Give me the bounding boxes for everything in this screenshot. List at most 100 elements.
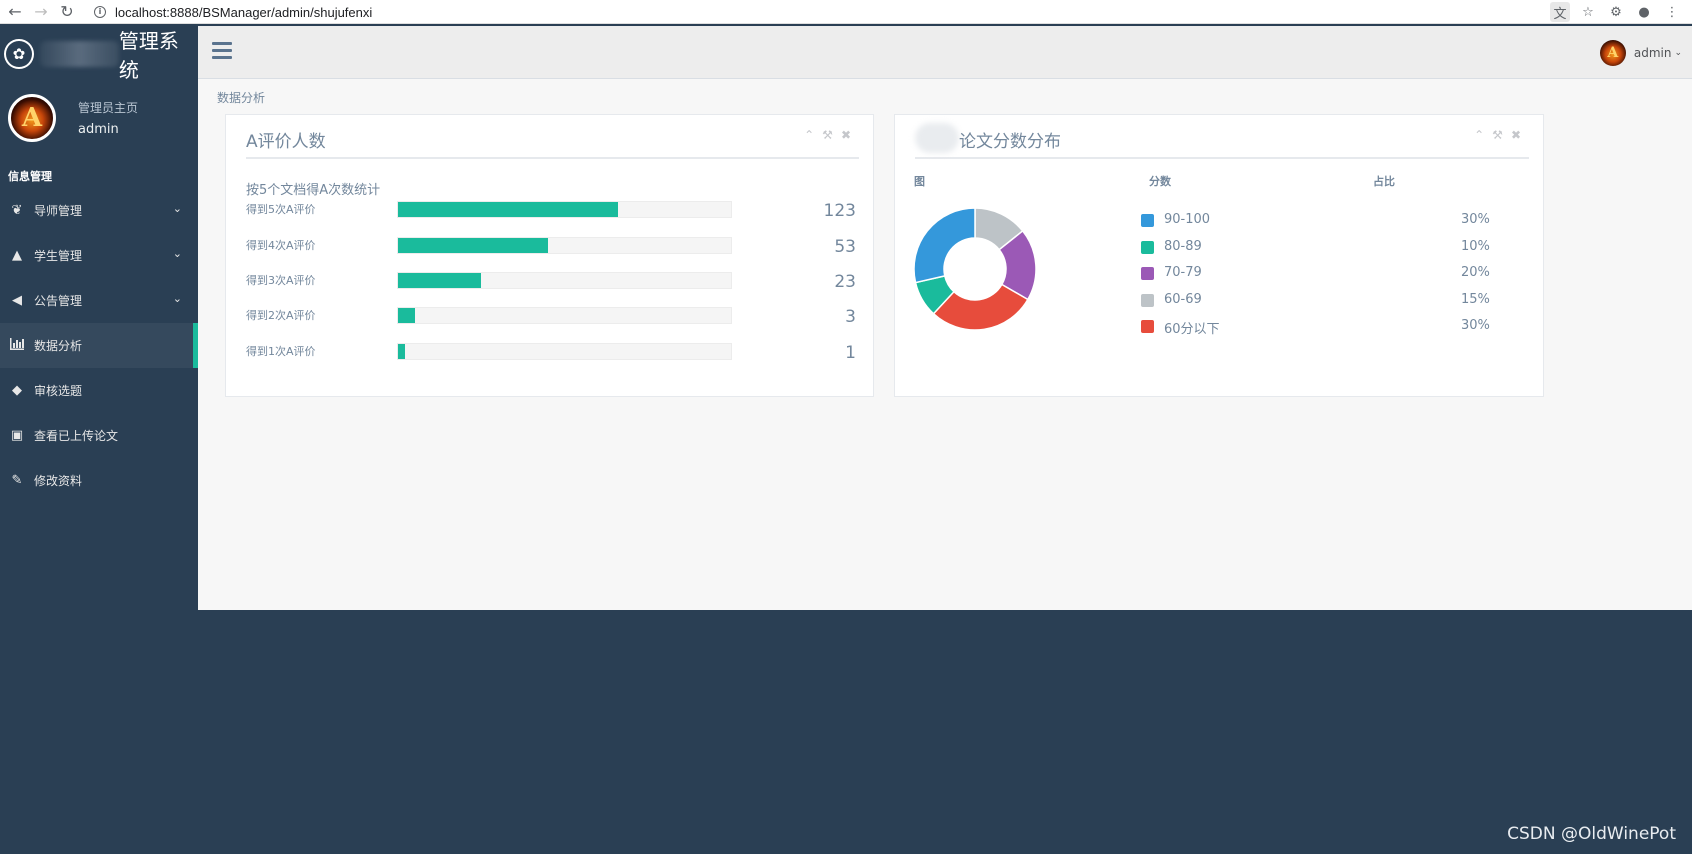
profile-block: A 管理员主页 admin	[0, 82, 198, 154]
progress-fill	[398, 202, 618, 217]
donut-slice-90-100	[913, 207, 976, 284]
watermark: CSDN @OldWinePot	[1507, 824, 1676, 844]
collapse-icon[interactable]: ⌃	[804, 128, 815, 142]
sidebar-item-label: 公告管理	[34, 294, 83, 308]
back-icon[interactable]: ←	[8, 2, 22, 21]
breadcrumb: 数据分析	[217, 91, 266, 105]
profile-icon[interactable]: ●	[1638, 4, 1650, 20]
collapse-icon[interactable]: ⌃	[1474, 128, 1485, 142]
forward-icon[interactable]: →	[34, 2, 48, 21]
legend-label: 90-100	[1164, 212, 1211, 227]
graduation-cap-icon: ▲	[12, 248, 22, 263]
sidebar-item-label: 数据分析	[34, 339, 83, 353]
bar-row: 得到2次A评价 3	[246, 305, 856, 327]
bar-row: 得到4次A评价 53	[246, 235, 856, 257]
brand[interactable]: ✿ 管理系统	[0, 26, 198, 82]
sidebar-item-papers[interactable]: ▣ 查看已上传论文	[0, 413, 198, 458]
sidebar-item-label: 审核选题	[34, 384, 83, 398]
legend-label: 60分以下	[1164, 322, 1220, 337]
extensions-icon[interactable]: ⚙	[1610, 4, 1622, 20]
folder-open-icon: ▣	[10, 428, 24, 443]
site-info-icon[interactable]: i	[94, 6, 106, 18]
legend-row: 60分以下 30%	[1141, 317, 1501, 337]
close-icon[interactable]: ✖	[1510, 128, 1521, 142]
bar-row: 得到1次A评价 1	[246, 341, 856, 363]
blurred-brand-text	[39, 41, 119, 67]
user-menu[interactable]: A admin ⌄	[1599, 40, 1682, 66]
chevron-down-icon: ⌄	[172, 202, 182, 215]
legend-swatch	[1141, 267, 1154, 280]
wrench-icon[interactable]: ⚒	[1492, 128, 1503, 142]
legend-percent: 30%	[1461, 318, 1490, 333]
panel-b-score-distribution: 论文分数分布 ⌃ ⚒ ✖ 图 分数 占比 90-100 30% 80-89 10% 70…	[894, 114, 1544, 397]
progress-track	[397, 307, 732, 324]
translate-icon[interactable]: 文	[1550, 2, 1570, 22]
user-name: admin	[1633, 46, 1672, 60]
legend-swatch	[1141, 294, 1154, 307]
user-avatar: A	[1599, 40, 1626, 66]
legend-swatch	[1141, 241, 1154, 254]
menu-toggle-icon[interactable]	[212, 42, 232, 60]
progress-fill	[398, 308, 415, 323]
star-icon[interactable]: ☆	[1582, 4, 1594, 20]
sidebar-item-notice[interactable]: ◀ 公告管理 ⌄	[0, 278, 198, 323]
progress-track	[397, 201, 732, 218]
browser-toolbar: ← → ↻ i localhost:8888/BSManager/admin/s…	[0, 0, 1692, 24]
legend-percent: 20%	[1461, 265, 1490, 280]
panel-title: A评价人数	[246, 132, 326, 152]
bar-label: 得到4次A评价	[246, 239, 316, 252]
progress-fill	[398, 273, 482, 288]
legend-swatch	[1141, 214, 1154, 227]
progress-fill	[398, 344, 405, 359]
reload-icon[interactable]: ↻	[60, 2, 74, 21]
menu-section-title: 信息管理	[8, 170, 52, 183]
sidebar-item-profile[interactable]: ✎ 修改资料	[0, 458, 198, 503]
leaf-icon: ❦	[11, 203, 23, 218]
more-menu-icon[interactable]: ⋮	[1665, 4, 1679, 20]
panel-a-ratings: A评价人数 ⌃ ⚒ ✖ 按5个文档得A次数统计 得到5次A评价 123 得到4次A评…	[225, 114, 874, 397]
profile-name: admin	[78, 122, 119, 137]
legend-label: 70-79	[1164, 265, 1202, 280]
legend-row: 90-100 30%	[1141, 211, 1501, 231]
main-content: 数据分析 A评价人数 ⌃ ⚒ ✖ 按5个文档得A次数统计 得到5次A评价 123 得…	[198, 79, 1692, 610]
legend-row: 70-79 20%	[1141, 264, 1501, 284]
panel-header: A评价人数 ⌃ ⚒ ✖	[246, 115, 859, 159]
column-header-ratio: 占比	[1373, 175, 1395, 188]
legend-percent: 15%	[1461, 292, 1490, 307]
edit-icon: ✎	[11, 473, 23, 488]
bar-value: 53	[834, 237, 856, 257]
wrench-icon[interactable]: ⚒	[822, 128, 833, 142]
progress-track	[397, 272, 732, 289]
panel-title: 论文分数分布	[959, 132, 1061, 152]
panel-header: 论文分数分布 ⌃ ⚒ ✖	[915, 115, 1529, 159]
bar-row: 得到5次A评价 123	[246, 199, 856, 221]
sidebar-item-tutor[interactable]: ❦ 导师管理 ⌄	[0, 188, 198, 233]
sidebar-item-student[interactable]: ▲ 学生管理 ⌄	[0, 233, 198, 278]
sidebar-item-review[interactable]: ◆ 审核选题	[0, 368, 198, 413]
url-text: localhost:8888/BSManager/admin/shujufenx…	[115, 4, 373, 20]
sidebar-item-analysis[interactable]: 数据分析	[0, 323, 198, 368]
blurred-region	[915, 123, 959, 153]
bar-value: 23	[834, 272, 856, 292]
progress-track	[397, 237, 732, 254]
donut-slice-60分以下	[932, 283, 1029, 331]
legend-row: 80-89 10%	[1141, 238, 1501, 258]
sidebar-item-label: 导师管理	[34, 204, 83, 218]
bar-label: 得到3次A评价	[246, 274, 316, 287]
address-bar[interactable]: i localhost:8888/BSManager/admin/shujufe…	[94, 2, 1534, 22]
column-header-chart: 图	[914, 175, 925, 188]
avatar: A	[8, 94, 56, 142]
top-nav: A admin ⌄	[198, 26, 1692, 79]
legend-percent: 10%	[1461, 239, 1490, 254]
legend-label: 60-69	[1164, 292, 1202, 307]
bar-value: 1	[845, 343, 856, 363]
legend-row: 60-69 15%	[1141, 291, 1501, 311]
close-icon[interactable]: ✖	[840, 128, 851, 142]
bar-value: 3	[845, 307, 856, 327]
bar-label: 得到2次A评价	[246, 309, 316, 322]
progress-fill	[398, 238, 548, 253]
progress-track	[397, 343, 732, 360]
chevron-down-icon: ⌄	[172, 292, 182, 305]
brand-title: 管理系统	[118, 29, 179, 82]
sidebar-item-label: 查看已上传论文	[34, 429, 119, 443]
